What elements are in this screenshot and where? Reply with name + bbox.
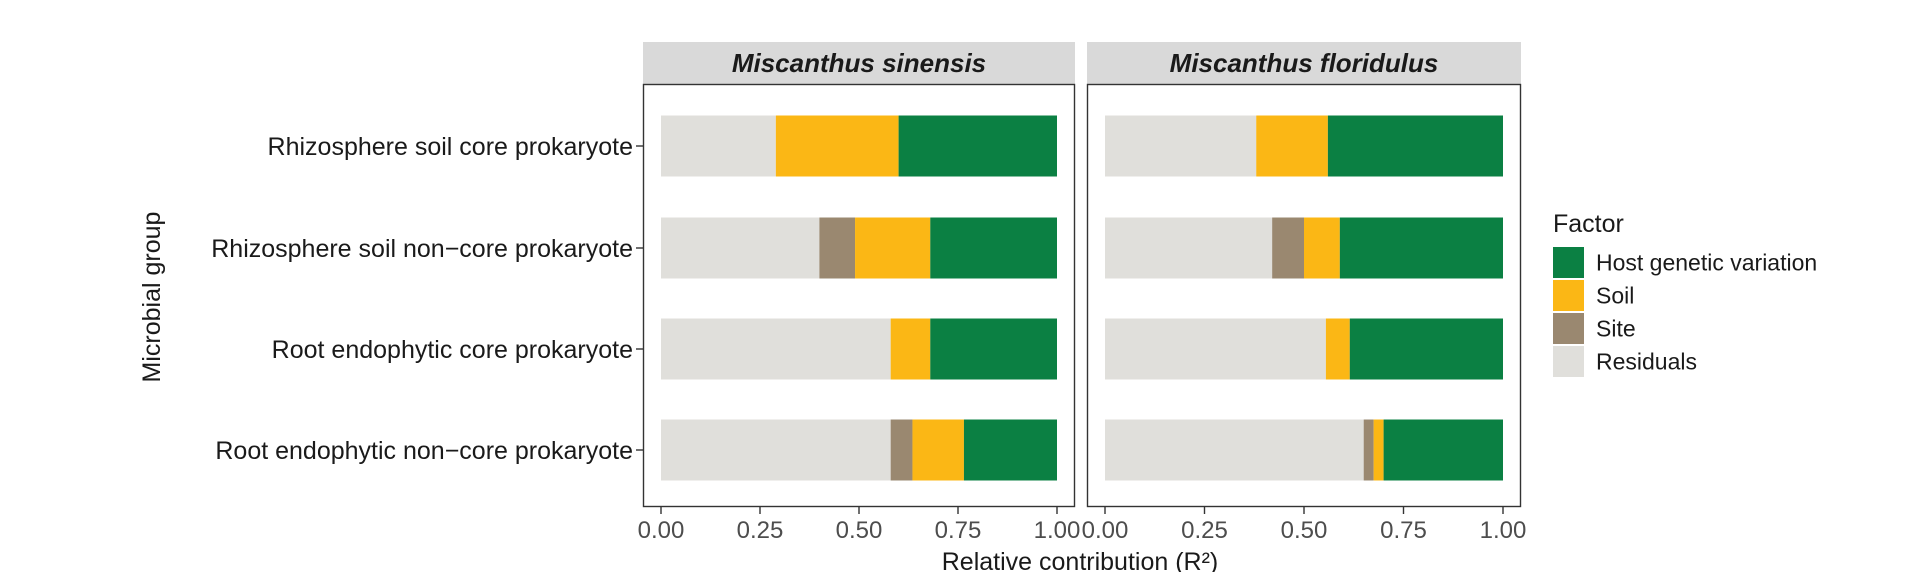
x-tick-label: 0.75 <box>935 517 982 544</box>
panel-strip-background <box>643 42 1075 84</box>
bar-soil-rhizosphere-soil-core-prokaryote <box>775 115 899 177</box>
panel-title: Miscanthus sinensis <box>732 48 986 78</box>
legend-key <box>1553 280 1584 311</box>
legend-item-site: Site <box>1553 313 1636 344</box>
legend-items: Host genetic variation Soil Site Residuals <box>1553 247 1817 377</box>
x-tick-label: 0.50 <box>836 517 883 544</box>
legend-label: Host genetic variation <box>1596 250 1817 276</box>
bar-soil-root-endophytic-core-prokaryote <box>890 318 931 380</box>
bar-host-genetic-variation-rhizosphere-soil-core-prokaryote <box>1327 115 1503 177</box>
legend-key <box>1553 247 1584 278</box>
legend-title: Factor <box>1553 210 1624 238</box>
bar-soil-rhizosphere-soil-non-core-prokaryote <box>855 217 931 279</box>
legend: Factor Host genetic variation Soil Site Res… <box>1553 210 1817 377</box>
bar-soil-rhizosphere-soil-non-core-prokaryote <box>1304 217 1340 279</box>
legend-label: Soil <box>1596 283 1634 309</box>
y-tick-label-rhizosphere-soil-core-prokaryote: Rhizosphere soil core prokaryote <box>268 133 633 161</box>
bar-host-genetic-variation-root-endophytic-core-prokaryote <box>930 318 1057 380</box>
x-tick-label: 0.75 <box>1380 517 1427 544</box>
legend-key <box>1553 313 1584 344</box>
x-tick-label: 0.00 <box>1082 517 1129 544</box>
bar-site-root-endophytic-non-core-prokaryote <box>1363 419 1374 481</box>
legend-label: Site <box>1596 316 1636 342</box>
x-tick-label: 0.00 <box>638 517 685 544</box>
bar-site-root-endophytic-non-core-prokaryote <box>890 419 913 481</box>
legend-item-host-genetic-variation: Host genetic variation <box>1553 247 1817 278</box>
bar-soil-root-endophytic-non-core-prokaryote <box>912 419 964 481</box>
y-tick-label-rhizosphere-soil-non-core-prokaryote: Rhizosphere soil non−core prokaryote <box>211 235 633 263</box>
bar-soil-root-endophytic-core-prokaryote <box>1325 318 1350 380</box>
x-tick-label: 1.00 <box>1480 517 1527 544</box>
bar-soil-rhizosphere-soil-core-prokaryote <box>1256 115 1328 177</box>
panel-miscanthus-sinensis: Miscanthus sinensis 0.00 0.25 0.50 0.75 1.00 <box>638 42 1081 544</box>
bars <box>1105 115 1503 481</box>
y-axis-ticks: Rhizosphere soil core prokaryote Rhizosph… <box>211 133 643 465</box>
x-tick-label: 1.00 <box>1034 517 1081 544</box>
bar-residuals-rhizosphere-soil-non-core-prokaryote <box>661 217 820 279</box>
bar-host-genetic-variation-root-endophytic-non-core-prokaryote <box>963 419 1057 481</box>
bar-residuals-root-endophytic-non-core-prokaryote <box>1105 419 1364 481</box>
y-tick-label-root-endophytic-non-core-prokaryote: Root endophytic non−core prokaryote <box>215 437 633 465</box>
bar-residuals-rhizosphere-soil-non-core-prokaryote <box>1105 217 1273 279</box>
bar-residuals-rhizosphere-soil-core-prokaryote <box>661 115 776 177</box>
bars <box>661 115 1057 481</box>
bar-site-rhizosphere-soil-non-core-prokaryote <box>819 217 856 279</box>
panel-miscanthus-floridulus: Miscanthus floridulus 0.00 0.25 0.50 0.75 1.0… <box>1082 42 1527 544</box>
y-axis-title: Microbial group <box>138 212 166 383</box>
bar-site-rhizosphere-soil-non-core-prokaryote <box>1272 217 1304 279</box>
bar-residuals-rhizosphere-soil-core-prokaryote <box>1105 115 1257 177</box>
x-axis-ticks: 0.00 0.25 0.50 0.75 1.00 <box>638 507 1081 544</box>
panel-title: Miscanthus floridulus <box>1170 48 1439 78</box>
y-tick-label-root-endophytic-core-prokaryote: Root endophytic core prokaryote <box>272 336 633 364</box>
x-tick-label: 0.25 <box>1181 517 1228 544</box>
panel-strip-background <box>1087 42 1521 84</box>
x-axis-title: Relative contribution (R²) <box>942 548 1219 572</box>
legend-item-residuals: Residuals <box>1553 346 1697 377</box>
x-axis-ticks: 0.00 0.25 0.50 0.75 1.00 <box>1082 507 1527 544</box>
panel-border <box>1086 83 1522 508</box>
legend-item-soil: Soil <box>1553 280 1634 311</box>
x-tick-label: 0.50 <box>1281 517 1328 544</box>
bar-soil-root-endophytic-non-core-prokaryote <box>1373 419 1384 481</box>
panel-border <box>642 83 1076 508</box>
bar-residuals-root-endophytic-core-prokaryote <box>1105 318 1326 380</box>
bar-host-genetic-variation-rhizosphere-soil-non-core-prokaryote <box>1339 217 1503 279</box>
legend-label: Residuals <box>1596 349 1697 375</box>
bar-residuals-root-endophytic-core-prokaryote <box>661 318 891 380</box>
bar-host-genetic-variation-rhizosphere-soil-non-core-prokaryote <box>930 217 1057 279</box>
legend-key <box>1553 346 1584 377</box>
bar-residuals-root-endophytic-non-core-prokaryote <box>661 419 891 481</box>
x-tick-label: 0.25 <box>737 517 784 544</box>
bar-host-genetic-variation-rhizosphere-soil-core-prokaryote <box>898 115 1057 177</box>
bar-host-genetic-variation-root-endophytic-non-core-prokaryote <box>1383 419 1503 481</box>
bar-host-genetic-variation-root-endophytic-core-prokaryote <box>1349 318 1503 380</box>
